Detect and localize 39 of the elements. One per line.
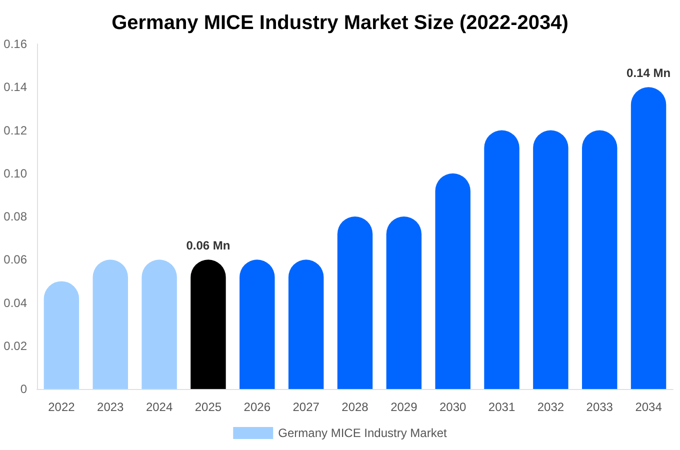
x-tick-label: 2030 — [439, 400, 467, 414]
data-label: 0.14 Mn — [626, 66, 671, 80]
chart-title: Germany MICE Industry Market Size (2022-2034) — [112, 12, 568, 34]
y-tick-label: 0.04 — [4, 296, 28, 310]
x-tick-label: 2031 — [488, 400, 516, 414]
x-tick-label: 2022 — [48, 400, 76, 414]
y-tick-label: 0.02 — [4, 338, 28, 353]
y-tick-label: 0.06 — [4, 252, 28, 267]
y-tick-label: 0.14 — [4, 80, 28, 94]
y-tick-label: 0.08 — [4, 210, 28, 224]
bar — [484, 130, 520, 389]
bar — [337, 216, 373, 389]
x-tick-label: 2029 — [390, 400, 418, 414]
x-tick-label: 2027 — [292, 400, 320, 414]
bar — [435, 173, 470, 389]
legend-label: Germany MICE Industry Market — [278, 426, 448, 440]
bar — [92, 260, 128, 389]
bar — [190, 260, 226, 389]
bar — [630, 87, 666, 389]
bar — [533, 130, 568, 389]
bar — [386, 216, 422, 389]
x-tick-label: 2032 — [537, 400, 564, 414]
x-tick-label: 2028 — [342, 400, 369, 414]
bar — [142, 260, 177, 389]
x-tick-label: 2025 — [194, 400, 222, 414]
x-tick-label: 2033 — [586, 400, 614, 414]
y-tick-label: 0.16 — [4, 37, 28, 51]
bar — [288, 260, 324, 389]
y-tick-label: 0.10 — [4, 166, 28, 180]
bar — [44, 281, 80, 389]
y-tick-label: 0 — [20, 382, 28, 396]
x-tick-label: 2034 — [635, 400, 662, 414]
bar — [582, 130, 618, 389]
y-tick-label: 0.12 — [4, 123, 28, 138]
bar — [240, 260, 275, 389]
x-tick-label: 2026 — [244, 400, 271, 414]
x-tick-label: 2024 — [146, 400, 173, 414]
x-tick-label: 2023 — [97, 400, 124, 414]
data-label: 0.06 Mn — [186, 238, 230, 253]
